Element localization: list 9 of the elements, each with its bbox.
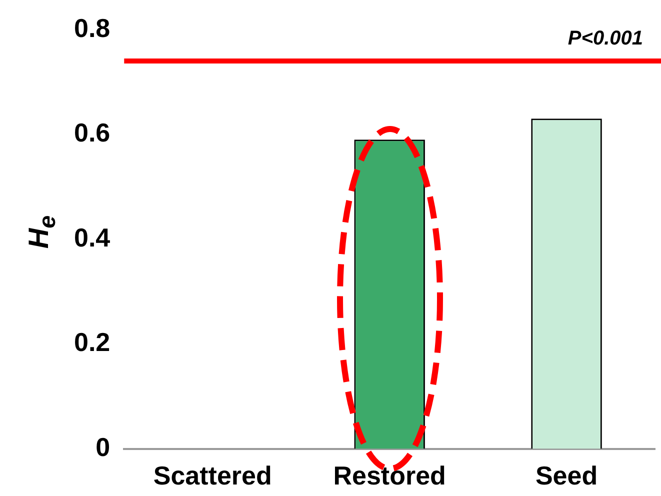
x-tick-label: Seed [535, 460, 598, 491]
y-tick-label: 0.8 [74, 12, 110, 43]
ref-line-label: P<0.001 [568, 28, 643, 50]
y-tick-label: 0.6 [74, 118, 110, 148]
x-tick-label: Scattered [153, 460, 272, 491]
y-tick-label: 0.2 [74, 327, 110, 358]
y-tick-label: 0 [96, 432, 110, 462]
x-tick-label: Restored [333, 460, 446, 491]
y-tick-label: 0.4 [74, 222, 111, 252]
